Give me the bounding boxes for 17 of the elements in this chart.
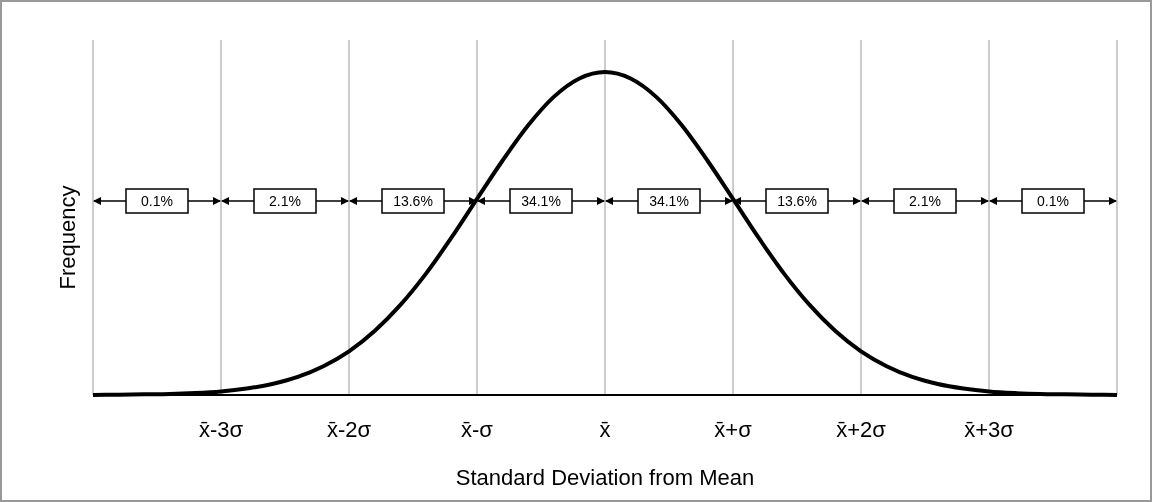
annotation: 34.1%: [649, 193, 689, 209]
x-tick-label: x̄+3σ: [964, 417, 1015, 442]
annotation: 0.1%: [141, 193, 173, 209]
y-axis-title: Frequency: [55, 185, 80, 290]
x-tick-label: x̄+σ: [714, 417, 753, 442]
annotation: 2.1%: [909, 193, 941, 209]
annotation: 34.1%: [521, 193, 561, 209]
annotation: 2.1%: [269, 193, 301, 209]
annotation: 0.1%: [1037, 193, 1069, 209]
x-tick-label: x̄: [599, 417, 611, 442]
x-tick-label: x̄-σ: [461, 417, 494, 442]
annotation: 13.6%: [393, 193, 433, 209]
x-tick-label: x̄-2σ: [326, 417, 372, 442]
annotation: 13.6%: [777, 193, 817, 209]
x-tick-label: x̄+2σ: [836, 417, 887, 442]
x-tick-label: x̄-3σ: [198, 417, 244, 442]
x-axis-title: Standard Deviation from Mean: [455, 465, 755, 490]
